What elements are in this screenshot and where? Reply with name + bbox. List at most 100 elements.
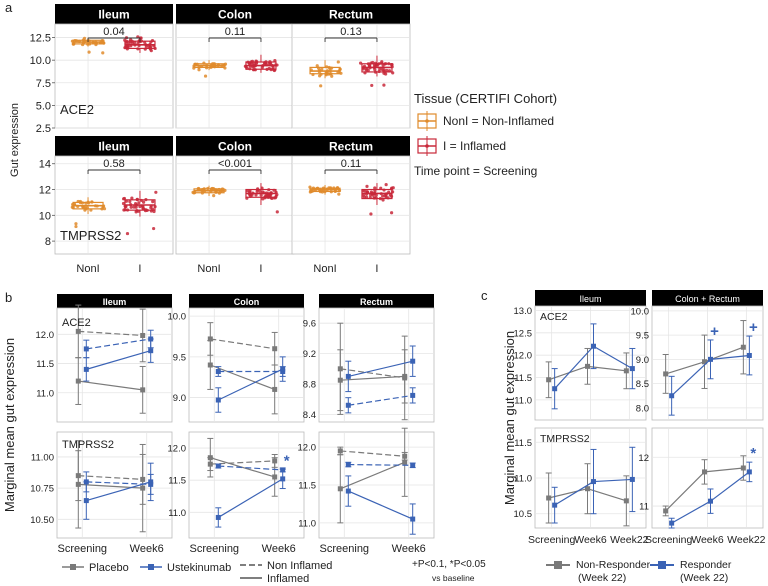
data-point — [629, 476, 635, 482]
legend-label: Non Inflamed — [267, 560, 332, 572]
data-point — [373, 67, 377, 72]
data-point — [197, 68, 201, 72]
data-point — [391, 186, 395, 190]
data-point — [337, 448, 343, 454]
data-point — [74, 222, 78, 226]
data-point — [336, 60, 340, 64]
x-tick-label: Week6 — [130, 543, 164, 555]
legend-label: Ustekinumab — [167, 562, 231, 574]
y-tick-label: 11.0 — [168, 508, 186, 519]
data-point — [261, 197, 265, 201]
data-point — [373, 186, 377, 190]
series-line — [340, 461, 405, 490]
data-point — [708, 498, 713, 504]
data-point — [319, 84, 323, 88]
y-tick-label: 11.5 — [298, 481, 316, 492]
data-point — [337, 192, 341, 196]
data-point — [591, 479, 596, 485]
data-point — [152, 226, 156, 231]
series-line — [86, 481, 151, 485]
data-point — [212, 193, 216, 198]
data-point — [273, 58, 277, 63]
data-point — [381, 198, 385, 202]
data-point — [215, 514, 221, 520]
x-tick-label: Screening — [645, 534, 692, 546]
data-point — [384, 195, 388, 199]
series-line — [210, 460, 275, 465]
legend-label: Inflamed — [267, 573, 309, 585]
series-line — [704, 467, 744, 473]
y-tick-label: 12.5 — [514, 328, 533, 339]
series-line — [86, 481, 151, 502]
data-point — [740, 465, 746, 471]
data-point — [740, 344, 746, 350]
data-point — [702, 469, 707, 475]
legend-note: +P<0.1, *P<0.05 — [412, 559, 486, 570]
legend-key — [554, 561, 562, 569]
data-point — [248, 189, 252, 193]
data-point — [410, 516, 416, 522]
gene-label: TMPRSS2 — [62, 439, 114, 451]
data-point — [121, 201, 126, 206]
facet-strip — [319, 294, 434, 308]
facet-strip-label: Colon — [234, 297, 260, 307]
data-point — [272, 386, 278, 392]
facet-strip — [57, 294, 172, 308]
series-line — [217, 478, 284, 518]
series-line — [218, 368, 283, 401]
y-tick-label: 9.6 — [303, 319, 316, 330]
y-tick-label: 12.0 — [514, 351, 533, 362]
y-tick-label: 12.5 — [30, 33, 51, 45]
facet-strip-label: Ileum — [98, 140, 129, 154]
plot-area — [175, 23, 295, 129]
y-tick-label: 9.0 — [636, 355, 649, 366]
x-tick-label: Screening — [58, 543, 108, 555]
y-tick-label: 11.0 — [514, 395, 532, 406]
x-tick-label: Week22 — [610, 534, 648, 546]
series-line — [554, 345, 594, 390]
y-tick-label: 10.5 — [514, 509, 533, 520]
y-tick-label: 11.0 — [514, 474, 532, 485]
series-line — [86, 350, 151, 370]
data-point — [149, 206, 153, 210]
data-point — [272, 474, 278, 480]
data-point — [623, 498, 629, 504]
y-tick-label: 11.00 — [31, 452, 54, 463]
legend-title: Tissue (CERTIFI Cohort) — [414, 91, 557, 106]
gene-label: TMPRSS2 — [60, 228, 121, 243]
data-point — [361, 193, 366, 197]
series-line — [340, 450, 405, 457]
plot-area — [291, 155, 411, 255]
data-point — [381, 194, 385, 198]
pvalue-label: 0.11 — [225, 26, 246, 38]
y-tick-label: 12 — [638, 453, 649, 464]
data-point — [130, 196, 134, 200]
x-tick-label: I — [138, 263, 141, 275]
y-tick-label: 9.5 — [636, 331, 649, 342]
series-line — [671, 358, 711, 397]
series-line — [78, 380, 143, 391]
data-point — [669, 520, 675, 526]
data-point — [345, 402, 351, 408]
significance-marker: + — [749, 319, 758, 336]
data-point — [410, 462, 416, 468]
data-point — [101, 51, 105, 55]
data-point — [141, 200, 146, 204]
data-point — [337, 377, 343, 383]
data-point — [374, 193, 378, 197]
facet-strip-label: Colon — [218, 8, 252, 22]
data-point — [380, 60, 384, 64]
data-point — [83, 205, 87, 209]
data-point — [708, 356, 713, 362]
series-line — [78, 330, 143, 337]
plot-area — [175, 155, 295, 255]
series-line — [210, 457, 275, 478]
data-point — [141, 206, 145, 210]
facet-strip — [176, 4, 294, 24]
series-line — [86, 338, 151, 350]
series-line — [340, 375, 405, 381]
data-point — [207, 455, 213, 461]
y-tick-label: 2.5 — [36, 123, 51, 135]
panel-label-b: b — [5, 290, 12, 305]
panel-label-c: c — [481, 288, 488, 303]
